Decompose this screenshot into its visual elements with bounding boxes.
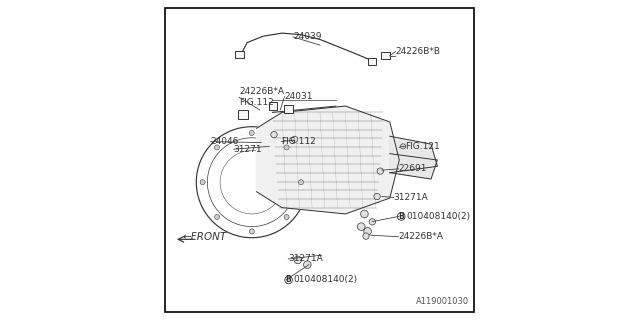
- Circle shape: [298, 180, 303, 185]
- Circle shape: [271, 132, 277, 138]
- Text: B: B: [398, 212, 404, 221]
- Circle shape: [363, 233, 369, 239]
- Text: 24039: 24039: [293, 32, 321, 41]
- Circle shape: [291, 136, 298, 142]
- Circle shape: [401, 144, 406, 149]
- Text: FIG.112: FIG.112: [282, 137, 316, 146]
- Circle shape: [294, 256, 301, 264]
- Text: 010408140(2): 010408140(2): [406, 212, 470, 221]
- Text: 24046: 24046: [211, 137, 239, 146]
- Circle shape: [284, 145, 289, 150]
- Text: A119001030: A119001030: [416, 297, 469, 306]
- FancyBboxPatch shape: [269, 102, 277, 110]
- Circle shape: [200, 180, 205, 185]
- Circle shape: [364, 228, 371, 235]
- Circle shape: [374, 193, 380, 200]
- Circle shape: [249, 131, 254, 136]
- FancyBboxPatch shape: [239, 110, 248, 119]
- Polygon shape: [390, 136, 437, 179]
- FancyBboxPatch shape: [236, 51, 244, 58]
- Text: B: B: [285, 276, 291, 284]
- Circle shape: [303, 261, 311, 268]
- Circle shape: [214, 145, 220, 150]
- FancyBboxPatch shape: [284, 105, 292, 113]
- Circle shape: [214, 214, 220, 220]
- Text: 24031: 24031: [284, 92, 313, 101]
- FancyBboxPatch shape: [381, 52, 390, 59]
- Circle shape: [369, 219, 376, 225]
- Circle shape: [377, 168, 383, 174]
- Text: 24226B*A
FIG.112: 24226B*A FIG.112: [239, 87, 284, 107]
- Text: 31271A: 31271A: [288, 254, 323, 263]
- Text: ←FRONT: ←FRONT: [182, 232, 227, 242]
- Circle shape: [249, 229, 254, 234]
- Circle shape: [357, 223, 365, 230]
- Circle shape: [360, 210, 368, 218]
- Text: 010408140(2): 010408140(2): [293, 276, 358, 284]
- Text: 24226B*B: 24226B*B: [396, 47, 440, 56]
- Text: 31271A: 31271A: [394, 193, 428, 202]
- FancyBboxPatch shape: [367, 59, 376, 66]
- Polygon shape: [257, 106, 399, 214]
- Text: 22691: 22691: [399, 164, 427, 173]
- Text: 31271: 31271: [234, 145, 262, 154]
- Text: 24226B*A: 24226B*A: [399, 232, 444, 241]
- Text: FIG.121: FIG.121: [405, 142, 440, 151]
- Circle shape: [284, 214, 289, 220]
